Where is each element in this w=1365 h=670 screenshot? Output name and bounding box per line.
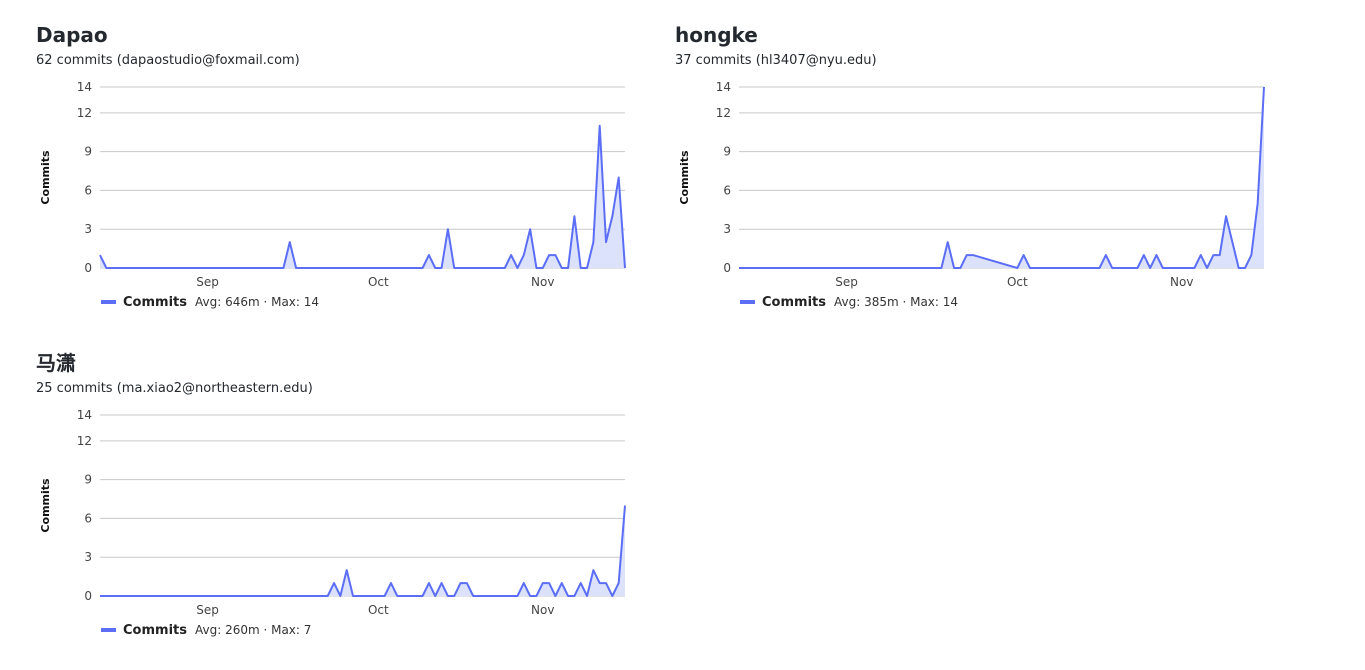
commits-area	[100, 125, 625, 268]
y-tick-label: 6	[723, 183, 731, 197]
contributor-card-hongke: hongke 37 commits (hl3407@nyu.edu) 0 3 6 9 1…	[675, 22, 1275, 342]
legend-label[interactable]: Commits	[123, 295, 187, 310]
contributor-name[interactable]: Dapao	[36, 23, 108, 47]
y-tick-label: 9	[84, 145, 92, 159]
y-tick-label: 6	[84, 183, 92, 197]
contributor-card-ma-xiao: 马潇 25 commits (ma.xiao2@northeastern.edu…	[36, 350, 636, 670]
commits-area	[739, 87, 1264, 268]
x-tick-label: Sep	[196, 603, 219, 617]
y-tick-label: 3	[723, 222, 731, 236]
y-tick-label: 12	[77, 106, 92, 120]
y-tick-label: 14	[716, 80, 731, 94]
y-tick-label: 12	[716, 106, 731, 120]
legend-summary: Avg: 260m · Max: 7	[195, 623, 311, 637]
contributor-name[interactable]: 马潇	[36, 351, 76, 375]
x-tick-label: Nov	[1170, 275, 1193, 289]
y-tick-label: 0	[84, 261, 92, 275]
x-tick-label: Sep	[835, 275, 858, 289]
legend-label[interactable]: Commits	[762, 295, 826, 310]
y-tick-label: 3	[84, 222, 92, 236]
y-axis-title: Commits	[39, 150, 52, 205]
commits-chart-dapao: 0 3 6 9 12 14 Commits Sep Oct Nov Commits Avg: 646m…	[39, 80, 626, 310]
y-tick-label: 6	[84, 511, 92, 525]
y-tick-label: 14	[77, 80, 92, 94]
y-axis-title: Commits	[39, 478, 52, 533]
y-tick-label: 9	[723, 145, 731, 159]
contributor-card-dapao: Dapao 62 commits (dapaostudio@foxmail.co…	[36, 22, 636, 342]
x-tick-label: Oct	[1007, 275, 1028, 289]
y-axis-title: Commits	[678, 150, 691, 205]
contributor-summary: 62 commits (dapaostudio@foxmail.com)	[36, 53, 300, 68]
legend-label[interactable]: Commits	[123, 623, 187, 638]
x-tick-label: Nov	[531, 275, 554, 289]
x-tick-label: Oct	[368, 603, 389, 617]
y-tick-label: 0	[723, 261, 731, 275]
contributor-summary: 25 commits (ma.xiao2@northeastern.edu)	[36, 381, 313, 396]
commits-chart-hongke: 0 3 6 9 12 14 Commits Sep Oct Nov Commits Avg: 385m…	[678, 80, 1265, 310]
y-tick-label: 14	[77, 408, 92, 422]
x-tick-label: Oct	[368, 275, 389, 289]
y-tick-label: 3	[84, 550, 92, 564]
legend-summary: Avg: 646m · Max: 14	[195, 295, 319, 309]
y-tick-label: 12	[77, 434, 92, 448]
commits-chart-ma-xiao: 0 3 6 9 12 14 Commits Sep Oct Nov Commits Avg: 260m…	[39, 408, 626, 638]
commits-line[interactable]	[100, 505, 626, 597]
y-tick-label: 9	[84, 473, 92, 487]
legend-summary: Avg: 385m · Max: 14	[834, 295, 958, 309]
y-tick-label: 0	[84, 589, 92, 603]
commits-line[interactable]	[99, 124, 626, 269]
contributor-name[interactable]: hongke	[675, 23, 758, 47]
commits-line[interactable]	[739, 86, 1265, 269]
contributor-summary: 37 commits (hl3407@nyu.edu)	[675, 53, 877, 68]
x-tick-label: Nov	[531, 603, 554, 617]
x-tick-label: Sep	[196, 275, 219, 289]
